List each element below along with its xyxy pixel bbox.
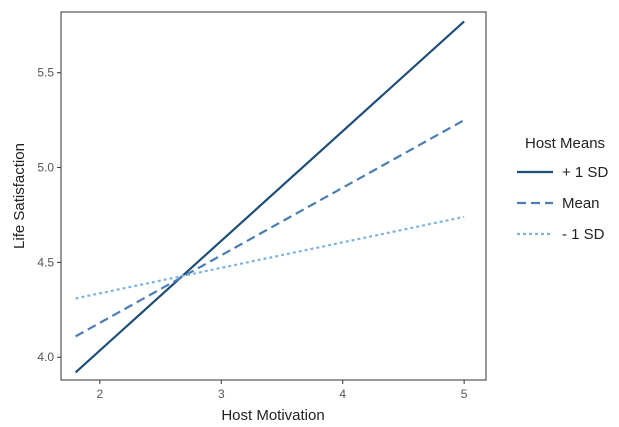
x-tick-label: 2 bbox=[97, 387, 104, 401]
series-line-3 bbox=[75, 215, 465, 300]
y-axis: 4.0 4.5 5.0 5.5 bbox=[37, 66, 61, 364]
legend: Host Means + 1 SD Mean - 1 SD bbox=[517, 135, 608, 243]
series-line-2 bbox=[75, 119, 465, 338]
x-axis-title: Host Motivation bbox=[221, 407, 324, 424]
y-tick-label: 4.0 bbox=[37, 350, 54, 364]
y-axis-title: Life Satisfaction bbox=[11, 143, 28, 249]
x-tick-label: 5 bbox=[461, 387, 468, 401]
plot-panel bbox=[60, 11, 487, 381]
legend-title: Host Means bbox=[525, 135, 605, 152]
legend-label-2: Mean bbox=[562, 195, 600, 212]
x-tick-label: 4 bbox=[339, 387, 346, 401]
legend-label-3: - 1 SD bbox=[562, 226, 605, 243]
legend-items: + 1 SD Mean - 1 SD bbox=[517, 164, 608, 243]
x-tick-label: 3 bbox=[218, 387, 225, 401]
x-axis: 2 3 4 5 bbox=[97, 380, 468, 401]
legend-label-1: + 1 SD bbox=[562, 164, 608, 181]
y-tick-label: 5.5 bbox=[37, 66, 54, 80]
y-tick-label: 5.0 bbox=[37, 161, 54, 175]
series-lines bbox=[74, 20, 465, 374]
y-tick-label: 4.5 bbox=[37, 255, 54, 269]
series-line-1 bbox=[74, 20, 465, 374]
